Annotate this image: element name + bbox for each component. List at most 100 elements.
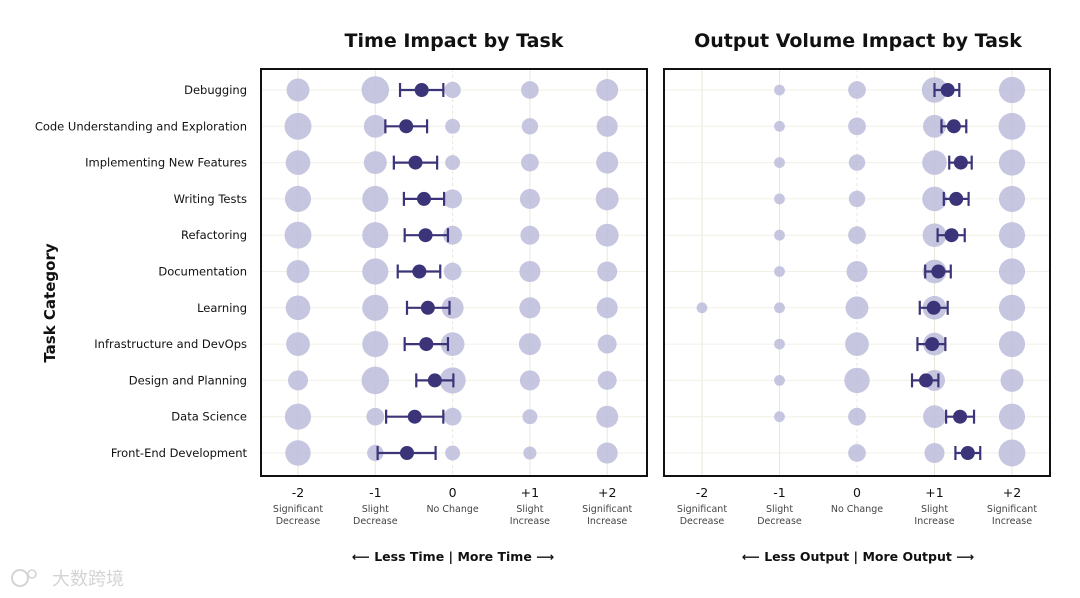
response-bubble [922,150,947,175]
response-bubble [597,261,618,282]
response-bubble [998,222,1026,249]
category-labels: Debugging Code Understanding and Explorat… [35,83,248,460]
watermark-logo-icon-dot [27,569,37,579]
response-bubble [286,260,310,283]
mean-point [949,191,964,206]
watermark: 大数跨境 [11,569,124,590]
mean-point [926,300,941,315]
response-bubble [285,150,311,175]
response-bubble [440,332,465,356]
response-bubble [286,78,310,102]
x-tick-sublabel: No Change [426,504,478,515]
response-bubble [361,76,390,104]
response-bubble [998,112,1026,140]
left-chart-title: Time Impact by Task [345,30,564,52]
left-more-label: More Time [457,549,531,564]
x-tick-sublabel: Increase [914,516,954,527]
category-label: Data Science [171,410,247,424]
x-tick-label: +1 [925,485,943,500]
x-tick-label: 0 [853,485,861,500]
response-bubble [284,403,312,430]
response-bubble [363,114,387,138]
response-bubble [845,296,869,320]
response-bubble [521,81,539,99]
x-tick-sublabel: Slight [362,504,389,515]
response-bubble [597,370,617,390]
mean-point [399,119,414,134]
response-bubble [596,442,618,464]
response-bubble [848,154,866,171]
response-bubble [284,185,312,212]
x-tick-sublabel: Increase [510,516,550,527]
category-label: Debugging [184,83,247,97]
x-tick-sublabel: Increase [992,516,1032,527]
response-bubble [522,409,538,425]
response-bubble [774,338,785,350]
response-bubble [520,225,540,245]
x-tick-label: +1 [521,485,539,500]
x-tick-sublabel: No Change [831,504,883,515]
category-label: Infrastructure and DevOps [94,337,247,351]
response-bubble [362,185,389,212]
mean-point [940,83,955,97]
response-bubble [443,262,462,281]
mean-point [960,446,975,460]
response-bubble [848,81,866,99]
response-bubble [596,297,618,319]
x-tick-label: +2 [598,485,616,500]
x-tick-sublabel: Significant [273,504,323,515]
x-tick-sublabel: Decrease [757,516,802,527]
response-bubble [998,149,1026,176]
response-bubble [596,151,619,174]
response-bubble [998,76,1026,104]
response-bubble [362,258,389,285]
x-tick-sublabel: Significant [987,504,1037,515]
x-tick-label: +2 [1003,485,1021,500]
mean-point [953,155,968,170]
response-bubble [774,411,785,423]
mean-point [412,264,427,279]
response-bubble [998,331,1026,358]
response-bubble [286,332,310,356]
response-bubble [774,120,785,132]
left-arrow-icon: ⟵ [352,549,374,564]
right-chart-title: Output Volume Impact by Task [694,30,1022,52]
response-bubble [774,375,785,386]
response-bubble [285,295,311,321]
response-bubble [284,221,312,249]
response-bubble [363,151,387,175]
left-chart-panel: -2SignificantDecrease-1SlightDecrease0No… [260,68,648,527]
x-tick-label: -2 [292,485,304,500]
category-label: Design and Planning [129,373,247,387]
left-divider: | [444,549,457,564]
response-bubble [924,442,945,464]
right-more-label: More Output [862,549,951,564]
x-tick-label: -2 [696,485,708,500]
response-bubble [445,445,461,461]
response-bubble [998,294,1026,321]
response-bubble [362,331,389,358]
left-direction-label: ⟵ Less Time | More Time ⟶ [352,549,554,564]
response-bubble [774,229,785,241]
mean-point [399,446,414,460]
response-bubble [922,186,947,212]
response-bubble [848,407,866,426]
response-bubble [774,84,785,96]
x-tick-label: -1 [773,485,785,500]
response-bubble [848,444,866,462]
x-tick-sublabel: Slight [921,504,948,515]
mean-point [416,191,431,206]
right-arrow-icon: ⟶ [532,549,554,564]
x-tick-sublabel: Significant [677,504,727,515]
response-bubble [597,334,617,354]
response-bubble [845,332,869,356]
response-bubble [844,367,870,394]
response-bubble [284,112,312,140]
mean-point [953,409,968,424]
response-bubble [366,407,385,426]
response-bubble [1000,368,1024,392]
category-label: Writing Tests [174,192,247,206]
response-bubble [362,294,389,321]
response-bubble [923,405,946,429]
mean-point [414,83,429,97]
